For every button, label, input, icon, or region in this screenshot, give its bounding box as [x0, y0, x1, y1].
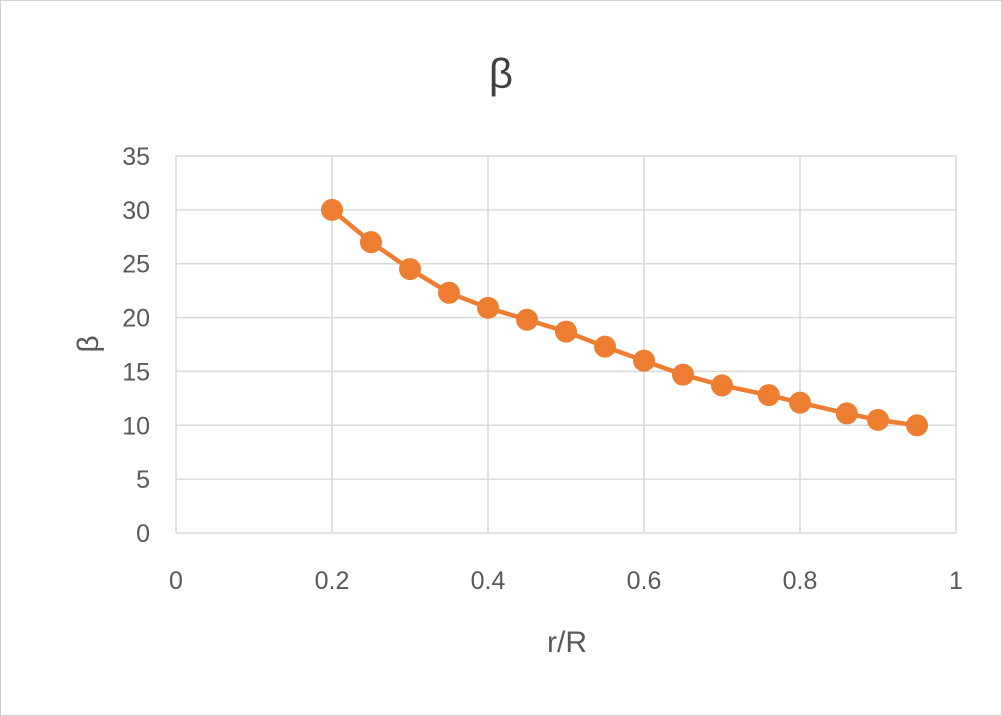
- data-point: [633, 349, 655, 372]
- data-point: [399, 258, 421, 281]
- data-point: [321, 198, 343, 221]
- y-tick-label: 35: [122, 143, 150, 171]
- x-tick-label: 0.6: [627, 567, 662, 595]
- data-point: [477, 296, 499, 319]
- data-point: [757, 384, 780, 407]
- y-axis-title: β: [72, 335, 105, 352]
- data-point: [835, 402, 858, 425]
- x-tick-label: 0.8: [783, 567, 818, 595]
- y-tick-label: 10: [122, 412, 150, 440]
- y-tick-label: 5: [136, 466, 150, 494]
- data-point: [555, 320, 577, 343]
- series-line: [329, 207, 920, 428]
- data-point: [711, 374, 733, 397]
- data-point: [906, 414, 928, 437]
- chart-title: β: [489, 50, 513, 97]
- data-point: [867, 408, 889, 431]
- x-tick-label: 0: [169, 567, 183, 595]
- data-point: [438, 281, 460, 304]
- y-tick-label: 15: [122, 358, 150, 386]
- data-series: [321, 198, 928, 437]
- data-point: [594, 335, 616, 358]
- y-tick-label: 25: [122, 251, 150, 279]
- data-point: [789, 391, 811, 414]
- x-axis-title: r/R: [547, 626, 587, 659]
- y-tick-label: 30: [122, 197, 150, 225]
- x-tick-label: 1: [949, 567, 963, 595]
- y-tick-label: 20: [122, 305, 150, 333]
- data-point: [516, 308, 538, 331]
- x-tick-label: 0.2: [315, 567, 350, 595]
- tick-labels: 0 5 10 15 20 25 30 35 0 0.2 0.4 0.6 0.8 1: [122, 143, 963, 595]
- y-tick-label: 0: [136, 520, 150, 548]
- data-point: [360, 231, 382, 254]
- x-tick-label: 0.4: [471, 567, 506, 595]
- data-point: [672, 363, 694, 386]
- gridlines: [175, 155, 957, 534]
